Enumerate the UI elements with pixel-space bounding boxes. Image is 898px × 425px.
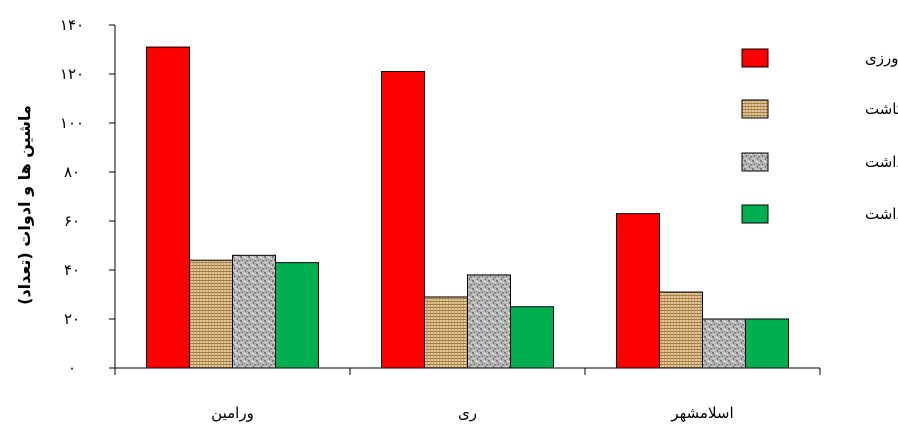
x-category-label: اسلامشهر [670, 404, 733, 422]
x-category-labels: ورامین ری اسلامشهر [211, 404, 733, 422]
legend-swatch [741, 152, 769, 172]
y-tick-label: ۱۲۰ [60, 65, 84, 83]
legend-swatch [741, 99, 769, 119]
legend-label: کاشت [865, 100, 898, 118]
legend-swatch [741, 204, 769, 224]
legend-swatch [741, 48, 769, 68]
y-tick-label: ۴۰ [64, 261, 80, 279]
legend-label: داشت [865, 153, 898, 171]
y-axis-title: ماشین ها و ادوات (تعداد) [15, 105, 34, 305]
x-category-label: ری [458, 404, 477, 422]
bars [146, 46, 789, 369]
legend-label: خاک ورزی [865, 49, 898, 67]
bar [146, 46, 190, 369]
y-tick-label: ۱۴۰ [60, 16, 84, 34]
y-tick-label: ۱۰۰ [60, 114, 84, 132]
y-tick-label: ۸۰ [64, 163, 80, 181]
bar [510, 306, 554, 369]
bar [424, 296, 468, 369]
y-tick-label: ۶۰ [64, 212, 80, 230]
bar [189, 259, 233, 369]
bar [381, 71, 425, 369]
bar [745, 318, 789, 369]
bar [467, 274, 511, 369]
legend: خاک ورزی کاشت داشت برداشت [741, 48, 898, 224]
bar [275, 262, 319, 369]
bar [616, 213, 660, 369]
bar [232, 254, 276, 369]
bar [702, 318, 746, 369]
y-tick-label: ۲۰ [64, 310, 80, 328]
legend-label: برداشت [865, 205, 898, 223]
y-tick-labels: ۰ ۲۰ ۴۰ ۶۰ ۸۰ ۱۰۰ ۱۲۰ ۱۴۰ [60, 16, 84, 377]
x-category-label: ورامین [211, 404, 254, 422]
bar [659, 291, 703, 369]
y-tick-label: ۰ [68, 359, 76, 377]
